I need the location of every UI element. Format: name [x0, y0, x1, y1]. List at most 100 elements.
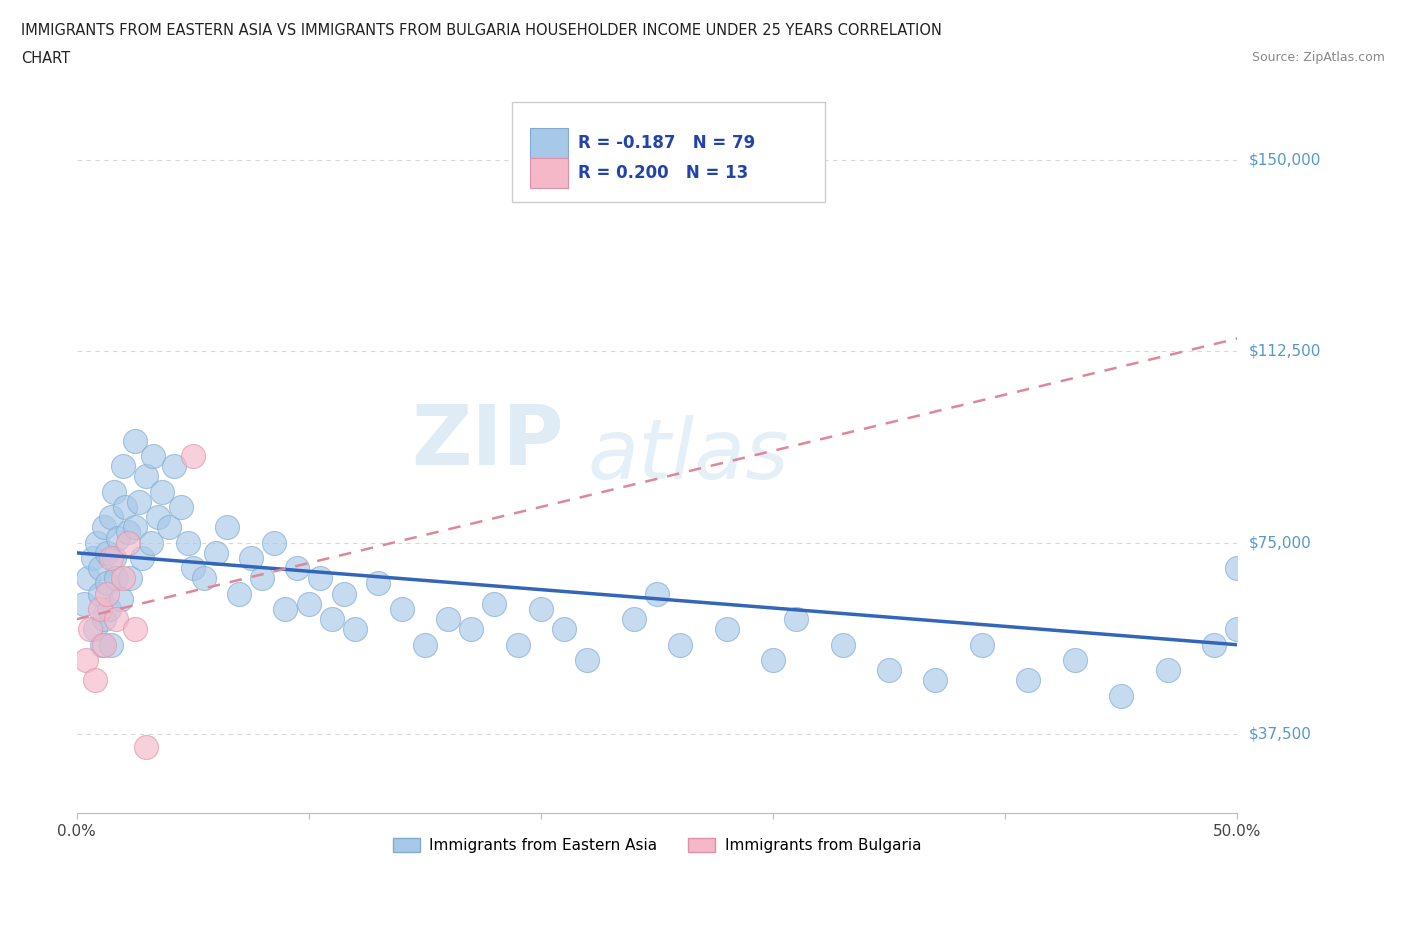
Point: [111, 571, 134, 586]
Point: [177, 536, 200, 551]
Point: [96, 576, 118, 591]
Point: [645, 586, 668, 601]
Point: [321, 612, 343, 627]
Point: [93, 612, 115, 627]
Point: [105, 571, 128, 586]
Text: $150,000: $150,000: [1249, 153, 1320, 167]
Point: [785, 612, 807, 627]
Point: [142, 448, 165, 463]
Point: [1226, 622, 1249, 637]
Point: [576, 653, 599, 668]
Point: [77, 571, 100, 586]
Point: [128, 495, 150, 510]
Point: [530, 602, 553, 617]
Text: R = 0.200   N = 13: R = 0.200 N = 13: [578, 164, 748, 181]
Point: [114, 499, 136, 514]
Point: [89, 586, 111, 601]
FancyBboxPatch shape: [530, 128, 568, 158]
Point: [252, 571, 274, 586]
Point: [91, 637, 114, 652]
Point: [484, 596, 506, 611]
Point: [1156, 663, 1178, 678]
Point: [75, 653, 97, 668]
Point: [263, 536, 285, 551]
Point: [82, 551, 104, 565]
Point: [84, 673, 107, 688]
Point: [239, 551, 262, 565]
FancyBboxPatch shape: [512, 102, 825, 203]
Point: [716, 622, 738, 637]
Point: [391, 602, 413, 617]
Point: [437, 612, 460, 627]
Point: [135, 469, 157, 484]
Point: [105, 612, 128, 627]
Point: [1017, 673, 1039, 688]
Point: [1202, 637, 1225, 652]
Point: [93, 520, 115, 535]
Point: [100, 510, 122, 525]
Point: [89, 561, 111, 576]
Point: [924, 673, 946, 688]
Point: [96, 586, 118, 601]
Point: [193, 571, 215, 586]
Point: [84, 622, 107, 637]
Point: [460, 622, 482, 637]
Point: [79, 622, 101, 637]
Point: [98, 602, 121, 617]
Point: [1063, 653, 1085, 668]
Text: atlas: atlas: [588, 416, 789, 497]
Text: R = -0.187   N = 79: R = -0.187 N = 79: [578, 134, 755, 152]
Point: [152, 485, 174, 499]
Text: Source: ZipAtlas.com: Source: ZipAtlas.com: [1251, 51, 1385, 64]
Point: [110, 591, 132, 606]
Text: ZIP: ZIP: [412, 401, 564, 482]
Point: [205, 545, 228, 560]
Point: [111, 458, 134, 473]
Point: [124, 520, 146, 535]
Legend: Immigrants from Eastern Asia, Immigrants from Bulgaria: Immigrants from Eastern Asia, Immigrants…: [387, 831, 927, 859]
Point: [135, 739, 157, 754]
Point: [228, 586, 250, 601]
Point: [413, 637, 436, 652]
Point: [274, 602, 297, 617]
Point: [89, 602, 111, 617]
Point: [623, 612, 645, 627]
Point: [124, 433, 146, 448]
Point: [1226, 561, 1249, 576]
Point: [118, 571, 141, 586]
Point: [181, 561, 204, 576]
Point: [1109, 688, 1132, 703]
Point: [96, 545, 118, 560]
Point: [86, 536, 108, 551]
Point: [669, 637, 692, 652]
Text: CHART: CHART: [21, 51, 70, 66]
Point: [181, 448, 204, 463]
Point: [103, 551, 125, 565]
Point: [217, 520, 239, 535]
Point: [139, 536, 162, 551]
Point: [298, 596, 321, 611]
Point: [103, 485, 125, 499]
Point: [367, 576, 389, 591]
Point: [309, 571, 332, 586]
Point: [157, 520, 180, 535]
Point: [553, 622, 575, 637]
Point: [163, 458, 186, 473]
Point: [332, 586, 354, 601]
Text: $112,500: $112,500: [1249, 344, 1320, 359]
Point: [506, 637, 529, 652]
Point: [117, 525, 139, 540]
Point: [170, 499, 193, 514]
Text: IMMIGRANTS FROM EASTERN ASIA VS IMMIGRANTS FROM BULGARIA HOUSEHOLDER INCOME UNDE: IMMIGRANTS FROM EASTERN ASIA VS IMMIGRAN…: [21, 23, 942, 38]
FancyBboxPatch shape: [530, 158, 568, 188]
Text: $75,000: $75,000: [1249, 535, 1310, 551]
Point: [285, 561, 308, 576]
Point: [146, 510, 169, 525]
Text: $37,500: $37,500: [1249, 726, 1312, 741]
Point: [762, 653, 785, 668]
Point: [93, 637, 115, 652]
Point: [877, 663, 900, 678]
Point: [131, 551, 153, 565]
Point: [831, 637, 853, 652]
Point: [107, 530, 129, 545]
